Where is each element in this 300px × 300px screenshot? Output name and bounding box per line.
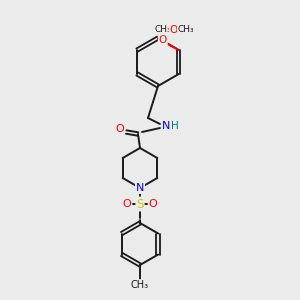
Text: CH₃: CH₃ xyxy=(131,280,149,290)
Text: N: N xyxy=(162,121,170,131)
Text: O: O xyxy=(170,25,178,35)
Text: O: O xyxy=(116,124,124,134)
Text: S: S xyxy=(136,197,144,211)
Text: O: O xyxy=(123,199,131,209)
Text: N: N xyxy=(136,183,144,193)
Text: CH₃: CH₃ xyxy=(178,26,194,34)
Text: CH₃: CH₃ xyxy=(154,26,171,34)
Text: O: O xyxy=(159,35,167,45)
Text: O: O xyxy=(148,199,158,209)
Text: H: H xyxy=(171,121,179,131)
